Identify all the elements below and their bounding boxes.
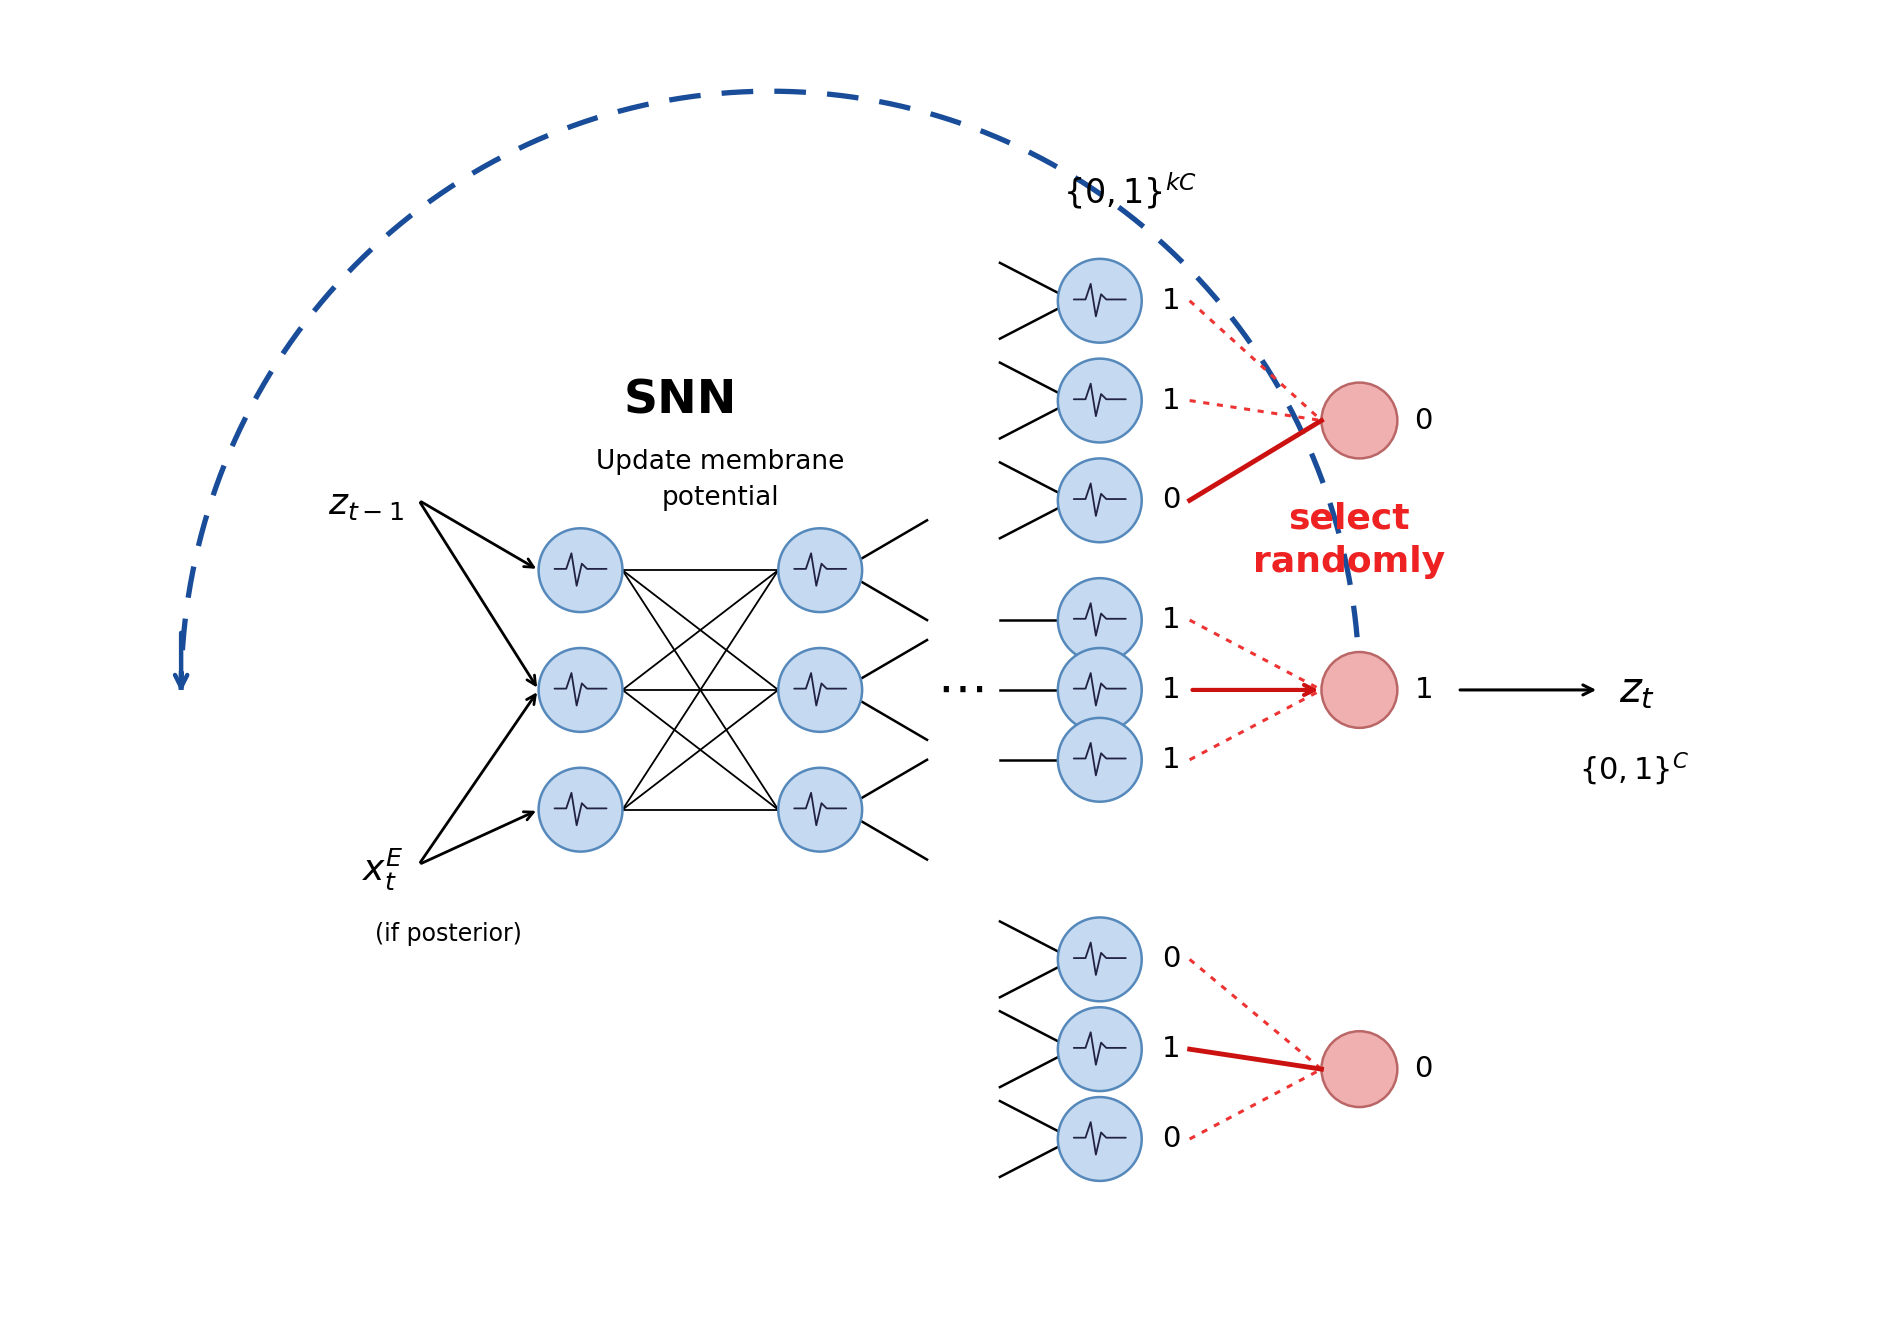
Circle shape [539,648,623,731]
Text: 0: 0 [1161,1125,1180,1152]
Circle shape [1059,917,1142,1002]
Circle shape [539,768,623,851]
Circle shape [539,528,623,612]
Text: $z_t$: $z_t$ [1618,669,1655,711]
Text: $\cdots$: $\cdots$ [937,665,982,714]
Text: $z_{t-1}$: $z_{t-1}$ [327,488,404,523]
Text: 1: 1 [1161,1035,1180,1063]
Text: 0: 0 [1415,1055,1432,1084]
Text: Update membrane
potential: Update membrane potential [596,449,845,511]
Circle shape [1059,1097,1142,1181]
Text: select
randomly: select randomly [1253,502,1445,579]
Circle shape [1321,383,1398,458]
Circle shape [779,648,863,731]
Text: 1: 1 [1161,746,1180,774]
Text: $\{0,1\}^{kC}$: $\{0,1\}^{kC}$ [1062,170,1198,211]
Circle shape [1059,1007,1142,1092]
Circle shape [1059,718,1142,801]
Text: $\{0,1\}^C$: $\{0,1\}^C$ [1578,751,1689,788]
Circle shape [1059,578,1142,663]
Text: 1: 1 [1161,387,1180,414]
Circle shape [1059,648,1142,731]
Text: (if posterior): (if posterior) [375,923,522,946]
Text: 1: 1 [1161,606,1180,634]
Circle shape [1321,652,1398,727]
Text: 0: 0 [1161,486,1180,515]
Text: 1: 1 [1161,676,1180,704]
Circle shape [1059,259,1142,343]
Circle shape [1059,458,1142,543]
Circle shape [1059,359,1142,442]
Text: SNN: SNN [625,378,737,422]
Circle shape [779,768,863,851]
Text: 0: 0 [1161,945,1180,973]
Text: 1: 1 [1415,676,1434,704]
Circle shape [1321,1031,1398,1107]
Circle shape [779,528,863,612]
Text: 0: 0 [1415,407,1432,434]
Text: 1: 1 [1161,286,1180,314]
Text: $x_t^E$: $x_t^E$ [362,846,404,892]
